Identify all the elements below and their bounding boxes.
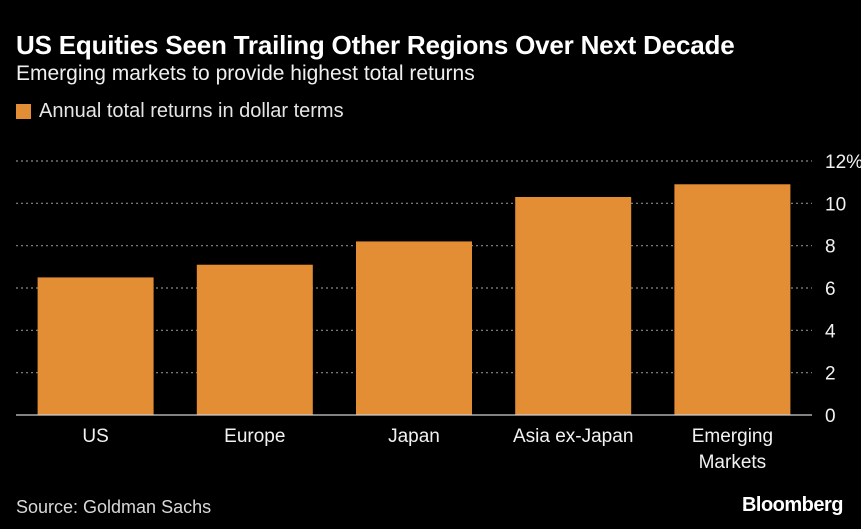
- x-tick-label: Japan: [388, 426, 440, 447]
- y-tick-label: 6: [825, 279, 836, 300]
- x-tick-label: Emerging: [692, 426, 773, 447]
- bar: [356, 241, 472, 415]
- bar: [196, 264, 313, 415]
- bar: [515, 196, 632, 415]
- x-tick-label: Europe: [224, 426, 285, 447]
- legend: Annual total returns in dollar terms: [16, 100, 344, 123]
- chart-subtitle: Emerging markets to provide highest tota…: [16, 62, 475, 85]
- source-note: Source: Goldman Sachs: [16, 497, 212, 517]
- y-tick-label: 2: [825, 364, 836, 385]
- y-tick-label: 0: [825, 406, 836, 427]
- y-tick-label: 8: [825, 237, 836, 258]
- legend-swatch: [16, 104, 31, 119]
- x-tick-label: Markets: [699, 452, 767, 473]
- y-tick-label: 4: [825, 321, 836, 342]
- bloomberg-logo: Bloomberg: [741, 494, 844, 516]
- legend-label: Annual total returns in dollar terms: [39, 100, 344, 122]
- chart-title: US Equities Seen Trailing Other Regions …: [16, 30, 735, 60]
- bar: [674, 184, 791, 415]
- x-tick-label: Asia ex-Japan: [513, 426, 633, 447]
- y-tick-label: 10: [825, 194, 846, 215]
- bar: [37, 277, 154, 415]
- y-tick-label: 12%: [825, 152, 861, 173]
- x-tick-label: US: [82, 426, 108, 447]
